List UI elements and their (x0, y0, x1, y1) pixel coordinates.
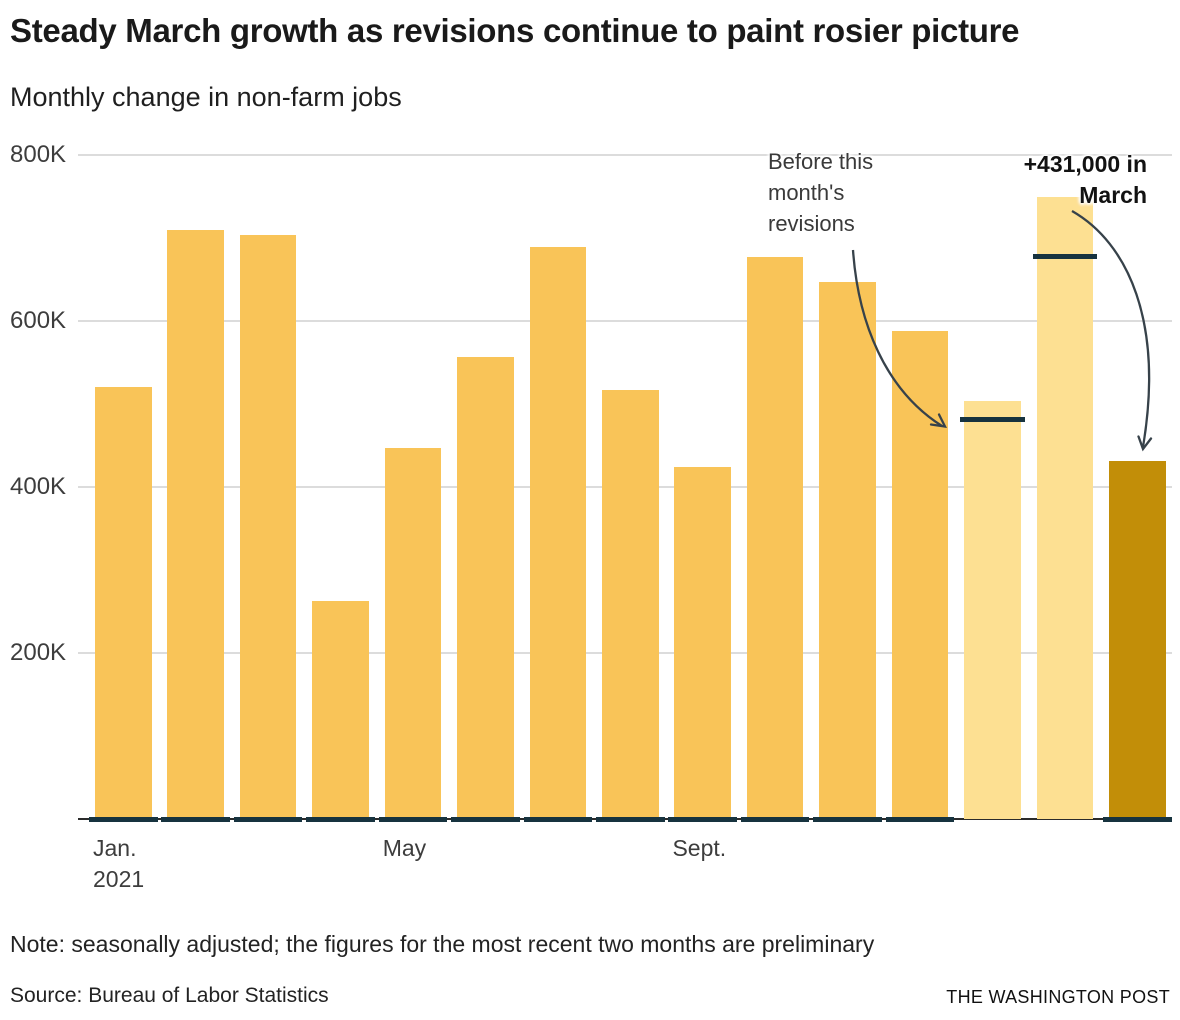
bar-jan-2022 (964, 400, 1021, 819)
annotation-line: March (1079, 182, 1147, 208)
chart-subtitle: Monthly change in non-farm jobs (10, 82, 402, 112)
bar-dec-2021 (891, 330, 949, 819)
x-axis-base-tick-nov-2021 (813, 817, 882, 822)
x-axis-label-may: May (383, 833, 426, 864)
annotation-line: Before this (768, 149, 874, 174)
publisher-credit: THE WASHINGTON POST (946, 987, 1170, 1007)
bar-nov-2021 (819, 281, 876, 819)
x-axis-base-tick-feb-2021 (161, 817, 230, 822)
bar-may-2021 (384, 447, 442, 819)
bar-march-2022 (1109, 461, 1166, 819)
x-axis-label-line: 2021 (93, 866, 145, 892)
bar-june-2021 (457, 356, 514, 819)
x-axis-base-tick-may-2021 (378, 817, 448, 822)
x-axis-label-line: May (382, 835, 427, 861)
annotation-before-revisions: Before this month's revisions (768, 146, 918, 239)
annotation-line: +431,000 in (1023, 151, 1147, 177)
chart-title: Steady March growth as revisions continu… (10, 12, 1020, 49)
annotation-march-value: +431,000 in March (927, 149, 1147, 211)
revision-tick-feb-2022 (1032, 253, 1098, 259)
gridline-600K (78, 320, 1172, 322)
bar-july-2021 (529, 247, 587, 819)
bar-feb-2022 (1036, 196, 1094, 819)
chart-source: Source: Bureau of Labor Statistics (10, 984, 329, 1007)
x-axis-base-tick-july-2021 (523, 817, 593, 822)
x-axis-label-sept: Sept. (672, 833, 726, 864)
x-axis-label-jan: Jan. 2021 (93, 833, 144, 895)
x-axis-base-tick-sept-2021 (668, 817, 737, 822)
annotation-line: revisions (768, 211, 855, 236)
gridline-800K (78, 154, 1172, 156)
chart-note: Note: seasonally adjusted; the figures f… (10, 931, 875, 957)
x-axis-base-tick-april-2021 (306, 817, 375, 822)
x-axis-base-tick-oct-2021 (740, 817, 810, 822)
x-axis-base-tick-dec-2021 (885, 817, 955, 822)
y-axis-label-400K: 400K (10, 473, 67, 500)
bar-oct-2021 (746, 257, 804, 819)
bar-april-2021 (312, 600, 369, 819)
bar-jan-2021 (95, 387, 152, 819)
x-axis-label-line: Jan. (93, 835, 137, 861)
bar-march-2021 (239, 234, 297, 819)
y-axis-label-200K: 200K (10, 639, 67, 666)
y-axis-label-800K: 800K (10, 141, 67, 168)
x-axis-base-tick-march-2022 (1103, 817, 1172, 822)
x-axis-base-tick-aug-2021 (596, 817, 665, 822)
x-axis-base-tick-june-2021 (451, 817, 520, 822)
x-axis-base-tick-jan-2021 (89, 817, 158, 822)
bar-aug-2021 (602, 389, 659, 819)
y-axis-label-600K: 600K (10, 307, 67, 334)
revision-tick-jan-2022 (960, 417, 1025, 423)
bar-sept-2021 (674, 467, 731, 819)
bar-feb-2021 (167, 229, 224, 819)
annotation-line: month's (768, 180, 845, 205)
x-axis-base-tick-march-2021 (233, 817, 303, 822)
x-axis-label-line: Sept. (672, 835, 727, 861)
